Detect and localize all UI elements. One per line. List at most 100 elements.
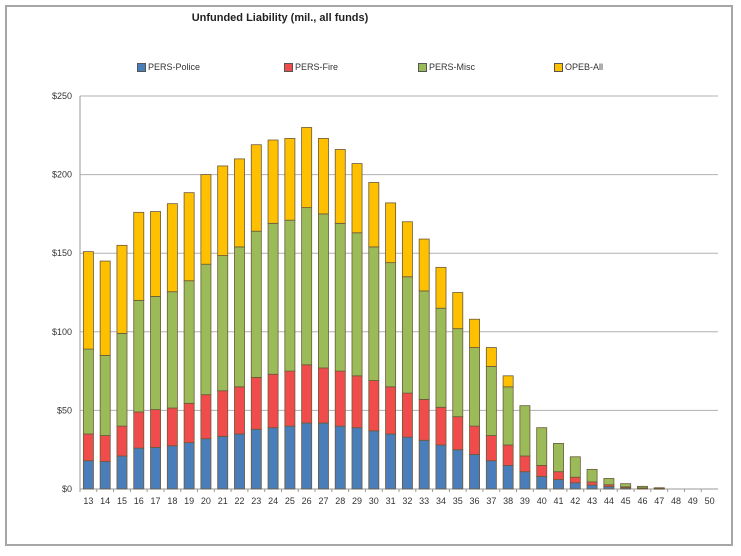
bar-pers-misc [519, 405, 531, 457]
bar-pers-police [284, 425, 296, 490]
bar-pers-misc [200, 263, 212, 396]
bar-pers-fire [334, 370, 346, 427]
bar-pers-police [318, 422, 329, 490]
bar-opeb-all [250, 144, 262, 232]
bar-pers-fire [368, 380, 380, 432]
bar-pers-misc [368, 246, 380, 381]
bar-pers-police [150, 446, 161, 490]
bar-pers-fire [217, 390, 229, 437]
x-tick-label: 22 [234, 496, 244, 506]
bar-pers-misc [502, 386, 514, 446]
y-tick-label: $250 [52, 91, 72, 101]
bar-opeb-all [200, 174, 212, 265]
legend-label: OPEB-All [565, 62, 604, 72]
x-tick-label: 27 [318, 496, 328, 506]
y-tick-label: $200 [52, 170, 72, 180]
bar-pers-misc [250, 230, 262, 378]
bar-opeb-all [485, 347, 497, 367]
bar-pers-fire [267, 373, 279, 429]
bar-pers-misc [536, 427, 548, 466]
bar-pers-police [553, 479, 564, 490]
bar-pers-misc [301, 207, 313, 366]
y-tick-label: $50 [57, 405, 72, 415]
bar-pers-fire [519, 455, 531, 473]
bar-pers-police [217, 435, 229, 490]
x-tick-label: 44 [604, 496, 614, 506]
bar-pers-fire [569, 476, 581, 484]
bar-pers-police [368, 430, 380, 490]
x-tick-label: 35 [453, 496, 463, 506]
x-tick-label: 32 [402, 496, 412, 506]
bar-pers-fire [401, 392, 413, 438]
bar-pers-misc [569, 456, 581, 478]
x-tick-label: 21 [218, 496, 228, 506]
x-tick-label: 48 [671, 496, 681, 506]
bar-opeb-all [452, 292, 464, 330]
bar-pers-misc [116, 332, 128, 427]
bar-pers-fire [553, 471, 564, 480]
bar-pers-fire [116, 425, 128, 457]
bar-pers-police [250, 428, 262, 490]
bar-pers-police [267, 427, 279, 490]
legend-item: PERS-Fire [284, 62, 338, 72]
bar-opeb-all [217, 165, 229, 256]
bar-pers-misc [653, 487, 665, 489]
bar-pers-misc [385, 262, 397, 388]
x-tick-label: 47 [654, 496, 664, 506]
bar-pers-fire [166, 407, 178, 447]
x-tick-label: 41 [553, 496, 563, 506]
bar-opeb-all [116, 244, 128, 334]
bar-opeb-all [385, 202, 397, 264]
x-tick-label: 28 [335, 496, 345, 506]
bar-pers-misc [234, 246, 245, 388]
bar-pers-fire [183, 402, 195, 444]
bar-opeb-all [166, 203, 178, 293]
bar-pers-misc [485, 365, 497, 436]
x-tick-label: 50 [705, 496, 715, 506]
bar-pers-misc [284, 219, 296, 372]
bar-pers-misc [452, 328, 464, 418]
bar-opeb-all [150, 211, 161, 297]
x-tick-label: 40 [537, 496, 547, 506]
x-tick-label: 20 [201, 496, 211, 506]
bar-pers-police [586, 484, 598, 490]
bar-pers-misc [183, 280, 195, 404]
bar-pers-fire [351, 375, 363, 429]
bar-pers-fire [485, 435, 497, 462]
bar-opeb-all [435, 266, 447, 309]
legend-label: PERS-Police [148, 62, 201, 72]
bar-pers-misc [82, 348, 94, 435]
bar-pers-police [401, 436, 413, 490]
legend-item: PERS-Police [137, 62, 200, 72]
bar-opeb-all [401, 221, 413, 278]
bar-pers-police [452, 449, 464, 490]
bar-pers-police [485, 460, 497, 490]
chart-title: Unfunded Liability (mil., all funds) [191, 12, 369, 24]
bar-pers-police [200, 438, 212, 490]
bar-opeb-all [368, 182, 380, 248]
bar-pers-fire [536, 465, 548, 477]
bar-pers-misc [318, 213, 329, 369]
chart-legend: PERS-Police PERS-Fire PERS-Misc OPEB-All [0, 62, 741, 76]
y-tick-label: $100 [52, 327, 72, 337]
bar-pers-fire [82, 433, 94, 462]
bar-opeb-all [267, 139, 279, 224]
bar-pers-misc [603, 478, 615, 486]
bar-pers-police [82, 460, 94, 490]
x-tick-label: 30 [369, 496, 379, 506]
legend-swatch [418, 62, 427, 72]
x-tick-label: 42 [570, 496, 580, 506]
bar-pers-police [116, 455, 128, 490]
legend-item: PERS-Misc [418, 62, 475, 72]
bar-opeb-all [418, 238, 430, 292]
bar-pers-fire [250, 376, 262, 430]
y-tick-label: $150 [52, 248, 72, 258]
bar-pers-fire [301, 364, 313, 424]
x-tick-label: 34 [436, 496, 446, 506]
x-tick-label: 49 [688, 496, 698, 506]
bar-pers-misc [351, 232, 363, 377]
x-tick-label: 46 [637, 496, 647, 506]
x-tick-label: 23 [251, 496, 261, 506]
x-tick-label: 33 [419, 496, 429, 506]
